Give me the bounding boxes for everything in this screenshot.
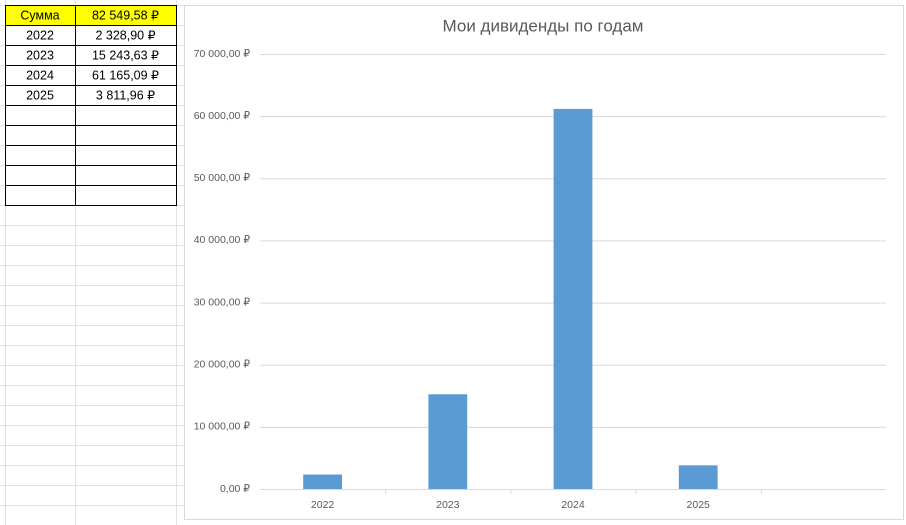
bar bbox=[553, 108, 593, 490]
table-cell bbox=[5, 145, 76, 166]
cell-text: 3 811,96 ₽ bbox=[96, 88, 155, 102]
y-tick-label: 40 000,00 ₽ bbox=[194, 234, 251, 246]
sheet-grid: Сумма 82 549,58 ₽ 2022 2 328,90 ₽ 2023 15 243… bbox=[0, 0, 184, 525]
table-cell bbox=[75, 185, 177, 206]
cell-text: 2022 bbox=[26, 28, 54, 42]
table-cell bbox=[5, 165, 76, 186]
cell-text: 82 549,58 ₽ bbox=[92, 8, 159, 22]
bar bbox=[678, 465, 718, 489]
y-tick-label: 30 000,00 ₽ bbox=[194, 296, 251, 308]
table-cell bbox=[75, 145, 177, 166]
y-tick-label: 10 000,00 ₽ bbox=[194, 421, 251, 433]
y-tick-label: 50 000,00 ₽ bbox=[194, 172, 251, 184]
chart-area[interactable] bbox=[184, 5, 904, 520]
y-tick-label: 60 000,00 ₽ bbox=[194, 110, 251, 122]
cell-text: 2025 bbox=[26, 88, 54, 102]
x-tick-label: 2024 bbox=[561, 499, 585, 511]
table-cell bbox=[5, 125, 76, 146]
y-tick-label: 0,00 ₽ bbox=[220, 483, 250, 495]
table-cell bbox=[75, 105, 177, 126]
x-tick-label: 2023 bbox=[436, 499, 460, 511]
table-cell bbox=[5, 105, 76, 126]
cell-text: 2 328,90 ₽ bbox=[95, 28, 155, 42]
table-cell bbox=[75, 125, 177, 146]
chart-title: Мои дивиденды по годам bbox=[443, 16, 644, 35]
table-cell bbox=[75, 165, 177, 186]
cell-text: 2024 bbox=[26, 68, 54, 82]
table-cell bbox=[5, 185, 76, 206]
x-tick-label: 2025 bbox=[687, 499, 711, 511]
cell-text: 2023 bbox=[26, 48, 54, 62]
bar bbox=[428, 394, 468, 489]
y-tick-label: 20 000,00 ₽ bbox=[194, 358, 251, 370]
cell-text: 61 165,09 ₽ bbox=[92, 68, 159, 82]
bar bbox=[303, 474, 343, 489]
chart: 0,00 ₽ 10 000,00 ₽ 20 000,00 ₽ 30 000,00 ₽ 4… bbox=[194, 48, 886, 511]
x-tick-label: 2022 bbox=[311, 499, 335, 511]
cell-text: Сумма bbox=[20, 8, 59, 22]
cell-text: 15 243,63 ₽ bbox=[92, 48, 159, 62]
y-tick-label: 70 000,00 ₽ bbox=[194, 48, 251, 60]
